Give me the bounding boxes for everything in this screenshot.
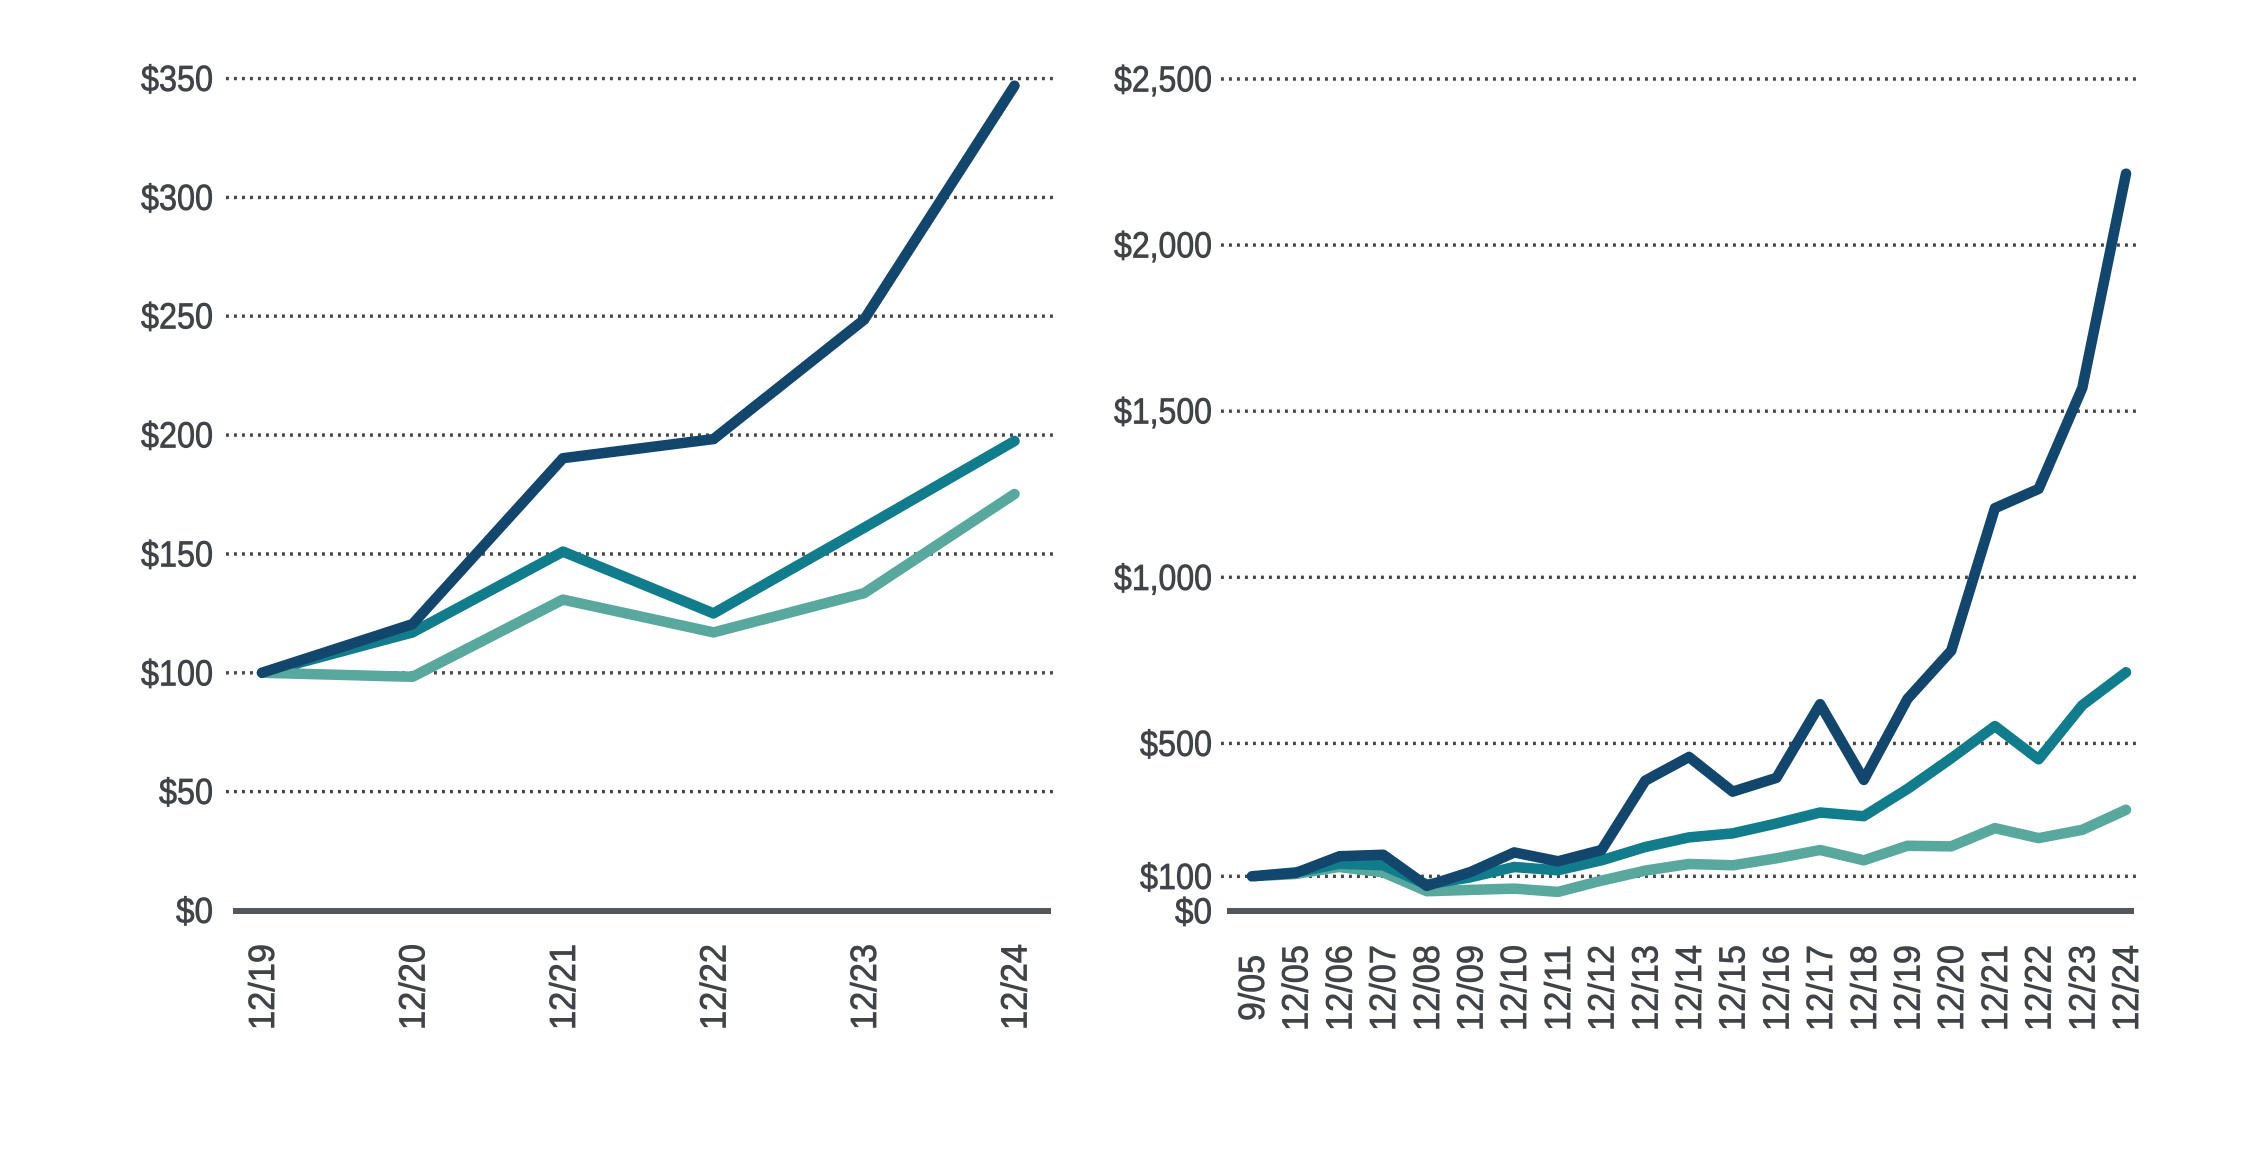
- svg-text:$100: $100: [141, 653, 213, 693]
- svg-text:$0: $0: [176, 891, 213, 931]
- svg-text:12/20: 12/20: [1931, 945, 1971, 1031]
- svg-text:12/06: 12/06: [1319, 945, 1359, 1031]
- svg-text:12/18: 12/18: [1844, 945, 1884, 1031]
- svg-text:12/08: 12/08: [1407, 945, 1447, 1031]
- svg-text:12/12: 12/12: [1582, 945, 1622, 1031]
- svg-text:12/17: 12/17: [1800, 945, 1840, 1031]
- svg-text:12/22: 12/22: [694, 944, 734, 1030]
- svg-text:12/19: 12/19: [242, 944, 282, 1030]
- svg-text:12/14: 12/14: [1669, 945, 1709, 1031]
- svg-text:12/13: 12/13: [1625, 945, 1665, 1031]
- svg-text:$350: $350: [141, 59, 213, 99]
- svg-text:12/16: 12/16: [1756, 945, 1796, 1031]
- svg-text:12/10: 12/10: [1494, 945, 1534, 1031]
- svg-text:$250: $250: [141, 297, 213, 337]
- svg-text:12/22: 12/22: [2019, 945, 2059, 1031]
- svg-text:12/20: 12/20: [393, 944, 433, 1030]
- svg-text:$200: $200: [141, 416, 213, 456]
- svg-text:$2,000: $2,000: [1114, 226, 1212, 266]
- svg-text:12/21: 12/21: [543, 944, 583, 1030]
- svg-text:12/15: 12/15: [1713, 945, 1753, 1031]
- svg-text:$2,500: $2,500: [1114, 60, 1212, 100]
- svg-text:$100: $100: [1140, 857, 1212, 897]
- svg-text:$1,500: $1,500: [1114, 392, 1212, 432]
- svg-text:9/05: 9/05: [1232, 955, 1272, 1021]
- svg-text:12/09: 12/09: [1451, 945, 1491, 1031]
- svg-text:$50: $50: [159, 772, 213, 812]
- svg-text:12/05: 12/05: [1276, 945, 1316, 1031]
- svg-text:12/23: 12/23: [2062, 945, 2102, 1031]
- svg-text:12/21: 12/21: [1975, 945, 2015, 1031]
- svg-text:12/11: 12/11: [1538, 945, 1578, 1031]
- svg-text:12/24: 12/24: [2106, 945, 2146, 1031]
- svg-text:12/19: 12/19: [1888, 945, 1928, 1031]
- svg-text:12/23: 12/23: [844, 944, 884, 1030]
- svg-text:$500: $500: [1140, 724, 1212, 764]
- svg-text:$0: $0: [1175, 892, 1212, 932]
- svg-text:$150: $150: [141, 535, 213, 575]
- svg-text:$1,000: $1,000: [1114, 558, 1212, 598]
- svg-text:12/24: 12/24: [995, 944, 1035, 1030]
- svg-text:12/07: 12/07: [1363, 945, 1403, 1031]
- svg-text:$300: $300: [141, 178, 213, 218]
